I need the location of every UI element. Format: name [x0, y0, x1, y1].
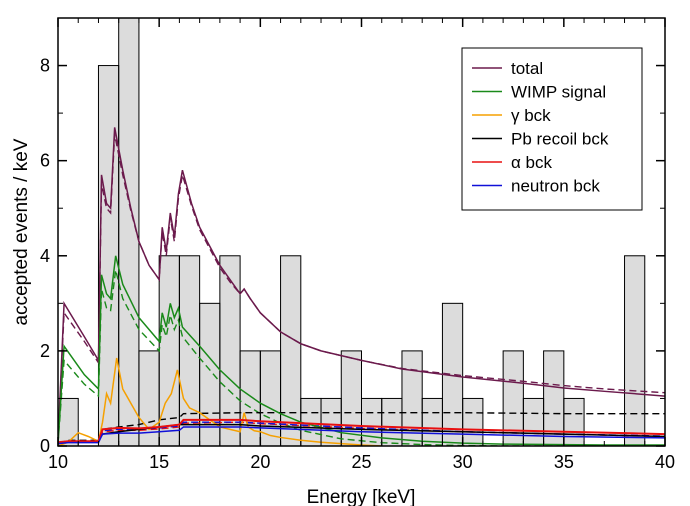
y-tick-label: 0 — [40, 436, 50, 456]
y-tick-label: 6 — [40, 151, 50, 171]
histogram-bar — [462, 397, 484, 446]
series-line — [58, 426, 665, 445]
histogram-bar — [118, 18, 140, 446]
x-axis-label: Energy [keV] — [307, 487, 416, 506]
x-tick-label: 30 — [453, 452, 473, 472]
dashed-curve — [58, 269, 665, 446]
x-tick-label: 20 — [250, 452, 270, 472]
legend-box — [461, 47, 643, 211]
series-line — [58, 357, 382, 446]
legend-label: α bck — [511, 153, 553, 172]
histogram-fill — [58, 18, 665, 446]
x-tick-label: 25 — [351, 452, 371, 472]
axis-ticks: 10 15 20 25 30 35 40 0 2 4 6 8 — [40, 18, 675, 472]
histogram-bar — [563, 397, 585, 446]
series-line — [58, 418, 665, 444]
x-tick-label: 10 — [48, 452, 68, 472]
histogram-bar — [280, 255, 302, 446]
x-tick-label: 15 — [149, 452, 169, 472]
histogram — [58, 18, 665, 446]
y-tick-label: 4 — [40, 246, 50, 266]
legend-label: total — [511, 59, 543, 78]
legend: total WIMP signal γ bck Pb recoil bck α bck n… — [461, 47, 643, 211]
legend-label: Pb recoil bck — [511, 130, 609, 149]
y-tick-label: 8 — [40, 56, 50, 76]
y-tick-label: 2 — [40, 341, 50, 361]
x-tick-label: 40 — [655, 452, 675, 472]
y-axis-label: accepted events / keV — [11, 138, 32, 325]
histogram-bar — [58, 397, 79, 446]
x-tick-label: 35 — [554, 452, 574, 472]
series-line — [58, 127, 665, 444]
legend-label: γ bck — [511, 106, 551, 125]
legend-label: neutron bck — [511, 177, 600, 196]
histogram-bar — [624, 255, 646, 446]
legend-label: WIMP signal — [511, 83, 606, 102]
